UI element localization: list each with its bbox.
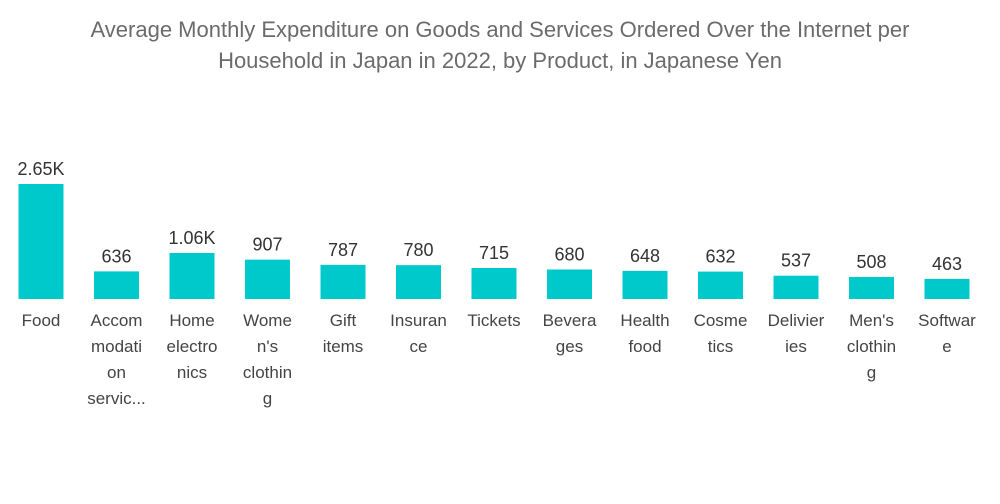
category-label-9: Health food xyxy=(620,311,669,356)
category-label-6: Insuran ce xyxy=(390,311,447,356)
bar-7 xyxy=(471,267,517,299)
category-label-1: Food xyxy=(22,311,61,330)
category-label-5: Gift items xyxy=(323,311,364,356)
bar-4 xyxy=(245,259,290,299)
bar-5 xyxy=(320,264,366,299)
value-label-5: 787 xyxy=(328,240,358,260)
bar-13 xyxy=(924,278,970,299)
bar-group xyxy=(18,184,970,299)
category-label-8: Bevera ges xyxy=(543,311,597,356)
bar-1 xyxy=(18,184,64,299)
bar-2 xyxy=(94,271,139,299)
chart-title: Average Monthly Expenditure on Goods and… xyxy=(0,14,1000,76)
category-label-13: Softwar e xyxy=(918,311,976,356)
category-label-group: Food Accom modati on servic... Home electro nic… xyxy=(22,311,977,408)
value-label-8: 680 xyxy=(554,244,584,264)
value-label-10: 632 xyxy=(705,247,735,267)
value-label-9: 648 xyxy=(630,246,660,266)
value-label-7: 715 xyxy=(479,243,509,263)
bar-10 xyxy=(698,271,743,299)
value-label-1: 2.65K xyxy=(17,159,64,179)
bar-9 xyxy=(622,270,668,299)
value-label-3: 1.06K xyxy=(168,228,215,248)
value-label-2: 636 xyxy=(101,246,131,266)
category-label-7: Tickets xyxy=(467,311,520,330)
value-label-4: 907 xyxy=(252,235,282,255)
category-label-3: Home electro nics xyxy=(166,311,217,382)
bar-12 xyxy=(849,276,894,299)
value-label-group: 2.65K 636 1.06K 907 787 780 715 680 648 632 537 508… xyxy=(17,159,962,274)
bar-11 xyxy=(773,275,819,299)
category-label-2: Accom modati on servic... xyxy=(87,311,146,408)
bar-8 xyxy=(547,269,592,299)
bar-6 xyxy=(396,265,441,299)
category-label-10: Cosme tics xyxy=(694,311,748,356)
category-label-4: Wome n's clothin g xyxy=(243,311,292,408)
value-label-12: 508 xyxy=(856,252,886,272)
value-label-13: 463 xyxy=(932,254,962,274)
value-label-11: 537 xyxy=(781,251,811,271)
value-label-6: 780 xyxy=(403,240,433,260)
bar-3 xyxy=(169,253,215,299)
chart-title-line-1: Average Monthly Expenditure on Goods and… xyxy=(90,17,910,42)
category-label-12: Men's clothin g xyxy=(847,311,896,382)
category-label-11: Delivier ies xyxy=(768,311,825,356)
chart-title-line-2: Household in Japan in 2022, by Product, … xyxy=(218,48,782,73)
